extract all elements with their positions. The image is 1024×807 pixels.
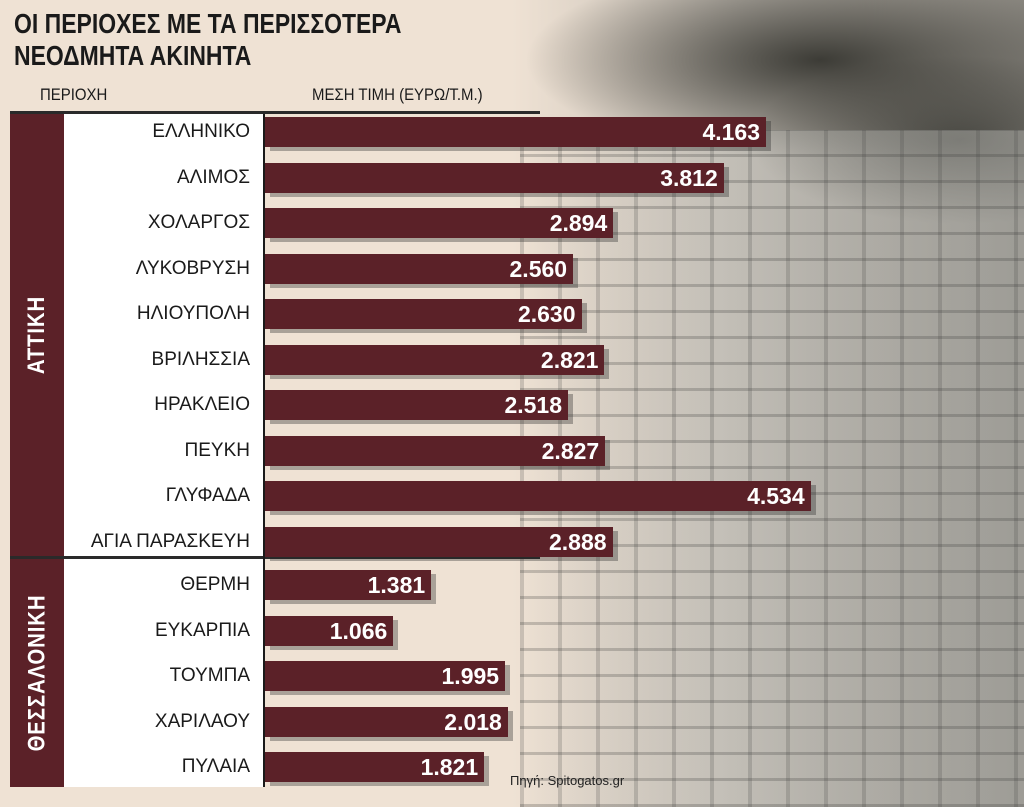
chart-title: ΟΙ ΠΕΡΙΟΧΕΣ ΜΕ ΤΑ ΠΕΡΙΣΣΟΤΕΡΑ ΝΕΟΔΜΗΤΑ Α…: [14, 8, 401, 72]
category-label: ΧΟΛΑΡΓΟΣ: [147, 212, 250, 233]
category-label: ΘΕΡΜΗ: [180, 574, 250, 595]
category-label: ΧΑΡΙΛΑΟΥ: [154, 710, 250, 732]
bar-value-label: 2.560: [509, 255, 568, 282]
bar: [265, 117, 766, 147]
value-header: ΜΕΣΗ ΤΙΜΗ (ΕΥΡΩ/Τ.Μ.): [312, 85, 483, 104]
group-label-1: ΘΕΣΣΑΛΟΝΙΚΗ: [23, 594, 51, 752]
bar: [265, 344, 605, 375]
bar: [265, 661, 506, 691]
bar-value-label: 1.066: [329, 617, 388, 644]
chart-title-line-2: ΝΕΟΔΜΗΤΑ ΑΚΙΝΗΤΑ: [14, 40, 252, 71]
group-label-0: ΑΤΤΙΚΗ: [23, 295, 50, 375]
bar-value-label: 2.018: [444, 708, 502, 735]
bar-value-label: 2.630: [517, 301, 576, 327]
top-rule: [10, 111, 540, 114]
bar: [265, 752, 485, 782]
bar-value-label: 4.163: [702, 119, 760, 145]
group-separator: [10, 556, 540, 559]
group-band-attica: [10, 114, 64, 556]
category-label: ΑΓΙΑ ΠΑΡΑΣΚΕΥΗ: [90, 530, 250, 552]
source-note: Πηγή: Spitogatos.gr: [510, 773, 625, 788]
bar: [265, 526, 613, 557]
category-label: ΕΛΛΗΝΙΚΟ: [152, 121, 250, 142]
label-column-attica: [64, 114, 264, 556]
value-axis-line: [263, 114, 265, 787]
category-label: ΕΥΚΑΡΠΙΑ: [154, 619, 250, 641]
bar: [265, 253, 574, 284]
bar-value-label: 2.894: [549, 210, 608, 236]
bar-value-label: 1.381: [367, 572, 426, 598]
bar: [265, 481, 811, 511]
bar-value-label: 3.812: [660, 164, 718, 191]
bar-value-label: 2.888: [548, 528, 607, 555]
label-column-thessaloniki: [64, 559, 264, 787]
category-label: ΓΛΥΦΑΔΑ: [165, 485, 250, 506]
category-label: ΑΛΙΜΟΣ: [177, 166, 250, 188]
category-label: ΠΕΥΚΗ: [184, 439, 250, 461]
bar: [265, 706, 508, 737]
bar-value-label: 4.534: [747, 483, 805, 509]
category-label: ΗΡΑΚΛΕΙΟ: [154, 394, 250, 415]
bar: [265, 299, 582, 329]
bar-value-label: 1.821: [420, 754, 479, 780]
category-label: ΗΛΙΟΥΠΟΛΗ: [136, 303, 250, 324]
bar-value-label: 2.827: [541, 437, 600, 464]
bar: [265, 208, 614, 238]
bar: [265, 162, 724, 193]
category-label: ΤΟΥΜΠΑ: [169, 665, 250, 686]
bar: [265, 435, 606, 466]
bar: [265, 615, 394, 646]
chart-title-line-1: ΟΙ ΠΕΡΙΟΧΕΣ ΜΕ ΤΑ ΠΕΡΙΣΣΟΤΕΡΑ: [14, 8, 402, 39]
background-buildings: [520, 130, 1024, 807]
category-label: ΒΡΙΛΗΣΣΙΑ: [151, 348, 250, 370]
bar: [265, 570, 432, 600]
bar-value-label: 2.518: [504, 392, 563, 418]
category-label: ΠΥΛΑΙΑ: [181, 756, 250, 777]
bar: [265, 390, 569, 420]
group-band-thessaloniki: [10, 559, 64, 787]
bar-value-label: 1.995: [441, 663, 500, 689]
category-label: ΛΥΚΟΒΡΥΣΗ: [135, 257, 250, 279]
category-header: ΠΕΡΙΟΧΗ: [40, 85, 108, 104]
bar-value-label: 2.821: [540, 346, 599, 373]
